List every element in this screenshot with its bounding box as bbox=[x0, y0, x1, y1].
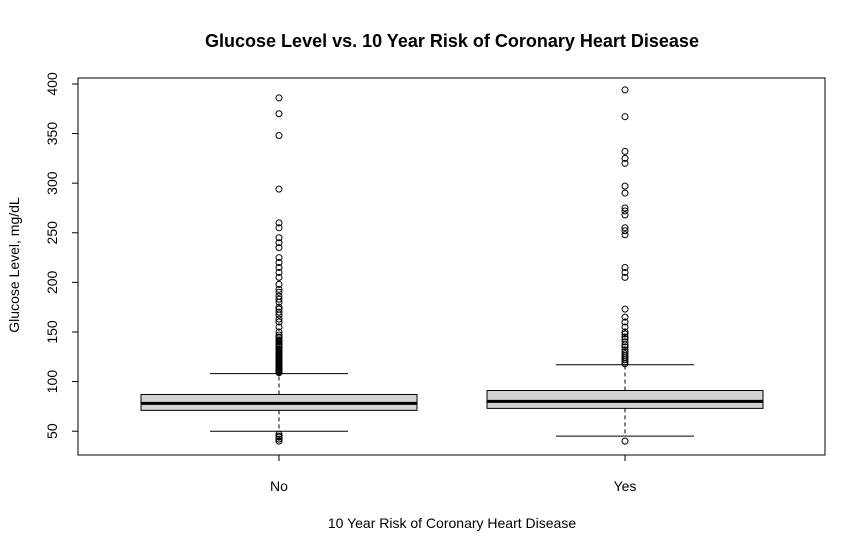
outlier-point bbox=[621, 333, 629, 341]
outlier-point bbox=[621, 147, 629, 155]
outlier-point bbox=[275, 268, 283, 276]
outlier-point bbox=[621, 263, 629, 271]
outlier-point bbox=[621, 227, 629, 235]
outlier-point bbox=[275, 110, 283, 118]
chart-title: Glucose Level vs. 10 Year Risk of Corona… bbox=[205, 31, 699, 51]
y-axis-label: Glucose Level, mg/dL bbox=[6, 197, 22, 333]
outlier-point bbox=[275, 315, 283, 323]
outlier-point bbox=[275, 259, 283, 267]
box-group-no bbox=[140, 94, 418, 445]
outlier-point bbox=[275, 285, 283, 293]
outlier-point bbox=[275, 219, 283, 227]
outlier-point bbox=[275, 331, 283, 339]
outlier-point bbox=[275, 437, 283, 445]
outlier-point bbox=[275, 273, 283, 281]
outlier-point bbox=[275, 224, 283, 232]
outlier-point bbox=[275, 288, 283, 296]
outlier-point bbox=[621, 323, 629, 331]
outlier-point bbox=[275, 292, 283, 300]
outlier-point bbox=[621, 350, 629, 358]
outlier-point bbox=[275, 94, 283, 102]
outlier-point bbox=[621, 207, 629, 215]
outlier-point bbox=[275, 336, 283, 344]
outlier-point bbox=[621, 113, 629, 121]
x-axis: No Yes bbox=[270, 454, 637, 494]
outlier-point bbox=[275, 328, 283, 336]
outlier-point bbox=[275, 435, 283, 443]
outlier-point bbox=[621, 86, 629, 94]
x-axis-label: 10 Year Risk of Coronary Heart Disease bbox=[328, 515, 576, 531]
outlier-point bbox=[275, 185, 283, 193]
outlier-point bbox=[275, 430, 283, 438]
outlier-point bbox=[275, 234, 283, 242]
outlier-point bbox=[275, 280, 283, 288]
outlier-point bbox=[275, 318, 283, 326]
outlier-point bbox=[275, 239, 283, 247]
outlier-point bbox=[621, 338, 629, 346]
y-tick-label: 150 bbox=[44, 320, 60, 344]
outlier-point bbox=[275, 263, 283, 271]
outlier-point bbox=[275, 432, 283, 440]
outlier-point bbox=[621, 189, 629, 197]
outlier-point bbox=[275, 254, 283, 262]
outlier-point bbox=[621, 348, 629, 356]
y-tick-label: 50 bbox=[44, 423, 60, 439]
outlier-point bbox=[621, 154, 629, 162]
outlier-point bbox=[621, 224, 629, 232]
outlier-point bbox=[621, 328, 629, 336]
outlier-point bbox=[621, 211, 629, 219]
outlier-point bbox=[275, 345, 283, 353]
outlier-point bbox=[621, 204, 629, 212]
outlier-point bbox=[275, 305, 283, 313]
outlier-point bbox=[621, 231, 629, 239]
outlier-point bbox=[621, 159, 629, 167]
outlier-point bbox=[621, 346, 629, 354]
outlier-point bbox=[621, 437, 629, 445]
outlier-point bbox=[621, 268, 629, 276]
y-tick-label: 300 bbox=[44, 171, 60, 195]
outlier-point bbox=[621, 343, 629, 351]
outlier-point bbox=[275, 308, 283, 316]
y-tick-label: 350 bbox=[44, 122, 60, 146]
y-tick-label: 100 bbox=[44, 370, 60, 394]
outlier-point bbox=[275, 333, 283, 341]
y-tick-label: 250 bbox=[44, 221, 60, 245]
outlier-point bbox=[621, 182, 629, 190]
box-group-yes bbox=[486, 86, 764, 445]
outlier-point bbox=[621, 305, 629, 313]
iqr-box bbox=[486, 390, 764, 409]
outlier-point bbox=[621, 335, 629, 343]
outlier-point bbox=[275, 323, 283, 331]
outlier-point bbox=[275, 303, 283, 311]
outlier-point bbox=[621, 330, 629, 338]
boxes-layer bbox=[140, 86, 764, 445]
outlier-point bbox=[275, 295, 283, 303]
y-tick-label: 400 bbox=[44, 72, 60, 96]
outlier-point bbox=[621, 273, 629, 281]
outlier-point bbox=[275, 244, 283, 252]
x-tick-label: No bbox=[270, 478, 288, 494]
y-axis: 50 100 150 200 250 300 350 400 bbox=[44, 72, 79, 439]
outlier-point bbox=[621, 313, 629, 321]
outlier-point bbox=[621, 318, 629, 326]
y-tick-label: 200 bbox=[44, 270, 60, 294]
x-tick-label: Yes bbox=[614, 478, 637, 494]
outlier-point bbox=[275, 132, 283, 140]
